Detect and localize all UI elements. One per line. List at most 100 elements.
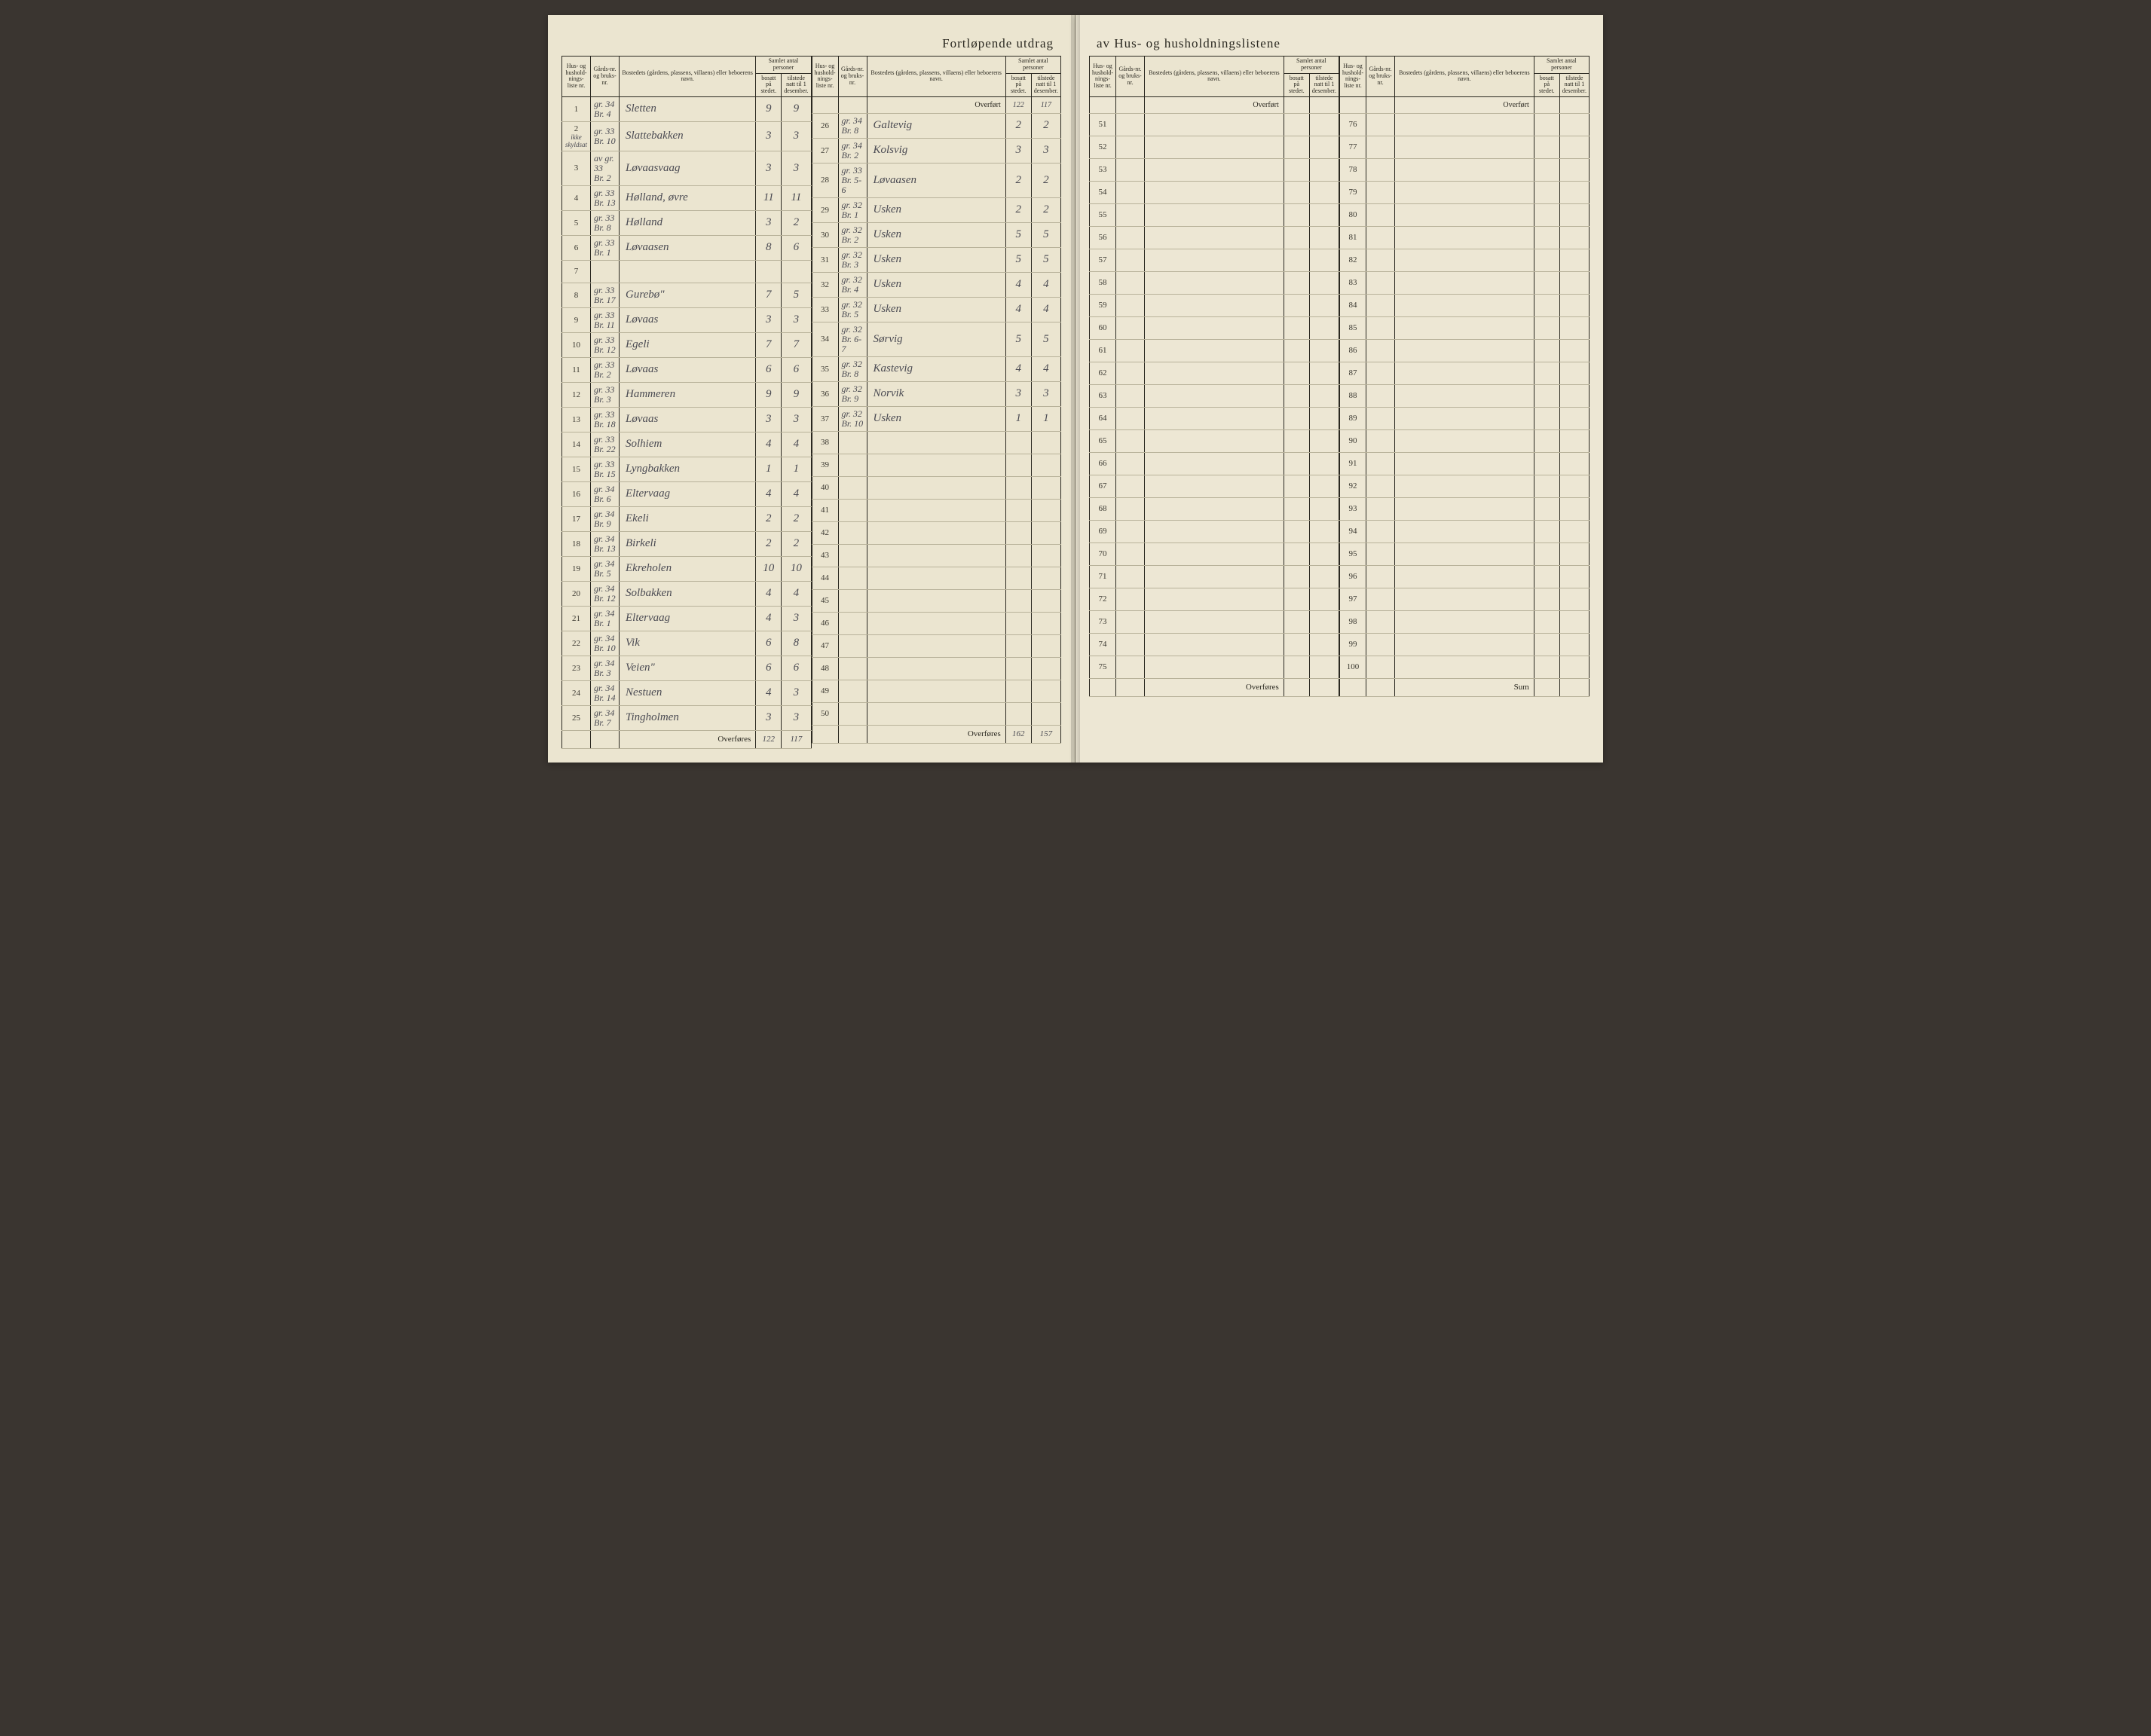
- table-row: 21 gr. 34Br. 1 Eltervaag 4 3: [562, 606, 812, 631]
- bosted-name: [867, 454, 1005, 476]
- tilstede-count: 4: [782, 481, 811, 506]
- table-row: 36 gr. 32Br. 9 Norvik 3 3: [812, 381, 1061, 406]
- row-nr: 92: [1340, 475, 1366, 497]
- table-row: 94: [1340, 520, 1590, 542]
- bosted-name: [1395, 656, 1534, 678]
- bosatt-count: [756, 260, 782, 283]
- bosted-name: Usken: [867, 406, 1005, 431]
- table-row: 61: [1090, 339, 1339, 362]
- gard-nr: [1116, 542, 1145, 565]
- table-row: 1 gr. 34Br. 4 Sletten 9 9: [562, 96, 812, 121]
- bosatt-count: [1534, 633, 1559, 656]
- bosatt-count: [1005, 567, 1031, 589]
- bosted-name: [1145, 339, 1284, 362]
- bosatt-count: 2: [1005, 113, 1031, 138]
- row-nr: 25: [562, 705, 591, 730]
- row-nr: 17: [562, 506, 591, 531]
- bosatt-count: 1: [1005, 406, 1031, 431]
- gard-nr: gr. 33Br. 18: [591, 407, 620, 432]
- row-nr: 72: [1090, 588, 1116, 610]
- table-row: 40: [812, 476, 1061, 499]
- tilstede-count: 4: [1031, 272, 1060, 297]
- bosatt-count: [1534, 203, 1559, 226]
- tilstede-count: 3: [782, 407, 811, 432]
- gard-nr: gr. 34Br. 6: [591, 481, 620, 506]
- bosted-name: [1145, 113, 1284, 136]
- row-nr: 4: [562, 185, 591, 210]
- bosatt-count: 2: [756, 531, 782, 556]
- table-row: 67: [1090, 475, 1339, 497]
- tilstede-count: 2: [782, 210, 811, 235]
- bosatt-count: [1284, 610, 1309, 633]
- gard-nr: [1116, 181, 1145, 203]
- tilstede-count: [1309, 316, 1339, 339]
- bosted-name: [1145, 475, 1284, 497]
- bosted-name: [1395, 565, 1534, 588]
- row-nr: 74: [1090, 633, 1116, 656]
- table-header: Hus- og hushold-nings-liste nr. Gårds-nr…: [562, 57, 812, 97]
- gard-nr: [838, 657, 867, 680]
- tilstede-count: [1559, 497, 1589, 520]
- tilstede-count: [1309, 429, 1339, 452]
- row-nr: 2ikke skyldsat: [562, 121, 591, 151]
- footer-label: Sum: [1395, 678, 1534, 696]
- row-nr: 69: [1090, 520, 1116, 542]
- tilstede-count: [1559, 475, 1589, 497]
- tilstede-count: 2: [782, 531, 811, 556]
- bosted-name: Hølland, øvre: [620, 185, 756, 210]
- row-nr: 71: [1090, 565, 1116, 588]
- row-nr: 27: [812, 138, 838, 163]
- gard-nr: [1366, 316, 1395, 339]
- tilstede-count: 2: [1031, 163, 1060, 197]
- bosted-name: [867, 657, 1005, 680]
- row-nr: 10: [562, 332, 591, 357]
- tilstede-count: 2: [1031, 113, 1060, 138]
- ledger-book: Fortløpende utdrag Hus- og hushold-nings…: [548, 15, 1603, 763]
- gard-nr: [1366, 497, 1395, 520]
- bosted-name: [1395, 339, 1534, 362]
- gard-nr: [1116, 294, 1145, 316]
- tilstede-count: [1559, 158, 1589, 181]
- bosatt-count: 2: [1005, 163, 1031, 197]
- bosted-name: Usken: [867, 197, 1005, 222]
- row-nr: 24: [562, 680, 591, 705]
- bosted-name: [867, 589, 1005, 612]
- tilstede-count: [1031, 589, 1060, 612]
- row-nr: 6: [562, 235, 591, 260]
- bosted-name: [1395, 520, 1534, 542]
- bosted-name: [1145, 249, 1284, 271]
- tilstede-count: [1031, 476, 1060, 499]
- tilstede-count: [1559, 429, 1589, 452]
- tilstede-count: [1309, 565, 1339, 588]
- overfort-row: Overført: [1090, 96, 1339, 113]
- tilstede-count: [1309, 475, 1339, 497]
- tilstede-count: [1309, 520, 1339, 542]
- table-row: 73: [1090, 610, 1339, 633]
- gard-nr: [1116, 113, 1145, 136]
- table-row: 33 gr. 32Br. 5 Usken 4 4: [812, 297, 1061, 322]
- tilstede-count: [1559, 633, 1589, 656]
- gard-nr: [838, 476, 867, 499]
- gard-nr: gr. 34Br. 8: [838, 113, 867, 138]
- table-row: 97: [1340, 588, 1590, 610]
- bosted-name: Usken: [867, 222, 1005, 247]
- tilstede-count: 3: [782, 606, 811, 631]
- table-row: 76: [1340, 113, 1590, 136]
- gard-nr: [1116, 633, 1145, 656]
- row-nr: 33: [812, 297, 838, 322]
- bosted-name: [1145, 542, 1284, 565]
- bosatt-count: [1284, 226, 1309, 249]
- tilstede-count: 3: [782, 121, 811, 151]
- gard-nr: gr. 32Br. 6-7: [838, 322, 867, 356]
- bosted-name: [1395, 136, 1534, 158]
- tilstede-count: 4: [1031, 297, 1060, 322]
- overfort-row: Overført 122 117: [812, 96, 1061, 113]
- gard-nr: [1116, 316, 1145, 339]
- row-nr: 59: [1090, 294, 1116, 316]
- bosatt-count: 5: [1005, 247, 1031, 272]
- bosatt-count: [1005, 589, 1031, 612]
- gard-nr: gr. 32Br. 8: [838, 356, 867, 381]
- row-nr: 63: [1090, 384, 1116, 407]
- row-nr: 38: [812, 431, 838, 454]
- row-nr: 96: [1340, 565, 1366, 588]
